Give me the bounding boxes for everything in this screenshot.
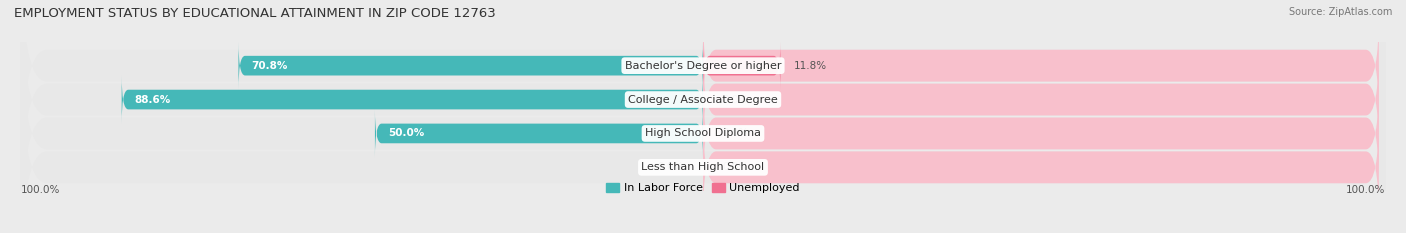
Text: 100.0%: 100.0% bbox=[1346, 185, 1385, 195]
Text: 100.0%: 100.0% bbox=[21, 185, 60, 195]
FancyBboxPatch shape bbox=[703, 116, 1379, 219]
FancyBboxPatch shape bbox=[21, 48, 1385, 233]
Legend: In Labor Force, Unemployed: In Labor Force, Unemployed bbox=[602, 178, 804, 197]
Text: 0.0%: 0.0% bbox=[657, 162, 683, 172]
Text: College / Associate Degree: College / Associate Degree bbox=[628, 95, 778, 105]
Text: 70.8%: 70.8% bbox=[252, 61, 288, 71]
Text: 0.0%: 0.0% bbox=[723, 95, 749, 105]
FancyBboxPatch shape bbox=[703, 14, 1379, 117]
Text: Bachelor's Degree or higher: Bachelor's Degree or higher bbox=[624, 61, 782, 71]
Text: 0.0%: 0.0% bbox=[723, 128, 749, 138]
Text: 11.8%: 11.8% bbox=[793, 61, 827, 71]
Text: 88.6%: 88.6% bbox=[135, 95, 172, 105]
FancyBboxPatch shape bbox=[703, 42, 780, 90]
Text: Less than High School: Less than High School bbox=[641, 162, 765, 172]
FancyBboxPatch shape bbox=[122, 75, 703, 124]
FancyBboxPatch shape bbox=[703, 82, 1379, 185]
Text: Source: ZipAtlas.com: Source: ZipAtlas.com bbox=[1288, 7, 1392, 17]
FancyBboxPatch shape bbox=[21, 14, 1385, 233]
Text: EMPLOYMENT STATUS BY EDUCATIONAL ATTAINMENT IN ZIP CODE 12763: EMPLOYMENT STATUS BY EDUCATIONAL ATTAINM… bbox=[14, 7, 496, 20]
Text: 0.0%: 0.0% bbox=[723, 162, 749, 172]
FancyBboxPatch shape bbox=[375, 109, 703, 158]
Text: High School Diploma: High School Diploma bbox=[645, 128, 761, 138]
FancyBboxPatch shape bbox=[21, 0, 1385, 219]
FancyBboxPatch shape bbox=[703, 48, 1379, 151]
FancyBboxPatch shape bbox=[21, 0, 1385, 185]
FancyBboxPatch shape bbox=[239, 42, 703, 90]
Text: 50.0%: 50.0% bbox=[388, 128, 425, 138]
